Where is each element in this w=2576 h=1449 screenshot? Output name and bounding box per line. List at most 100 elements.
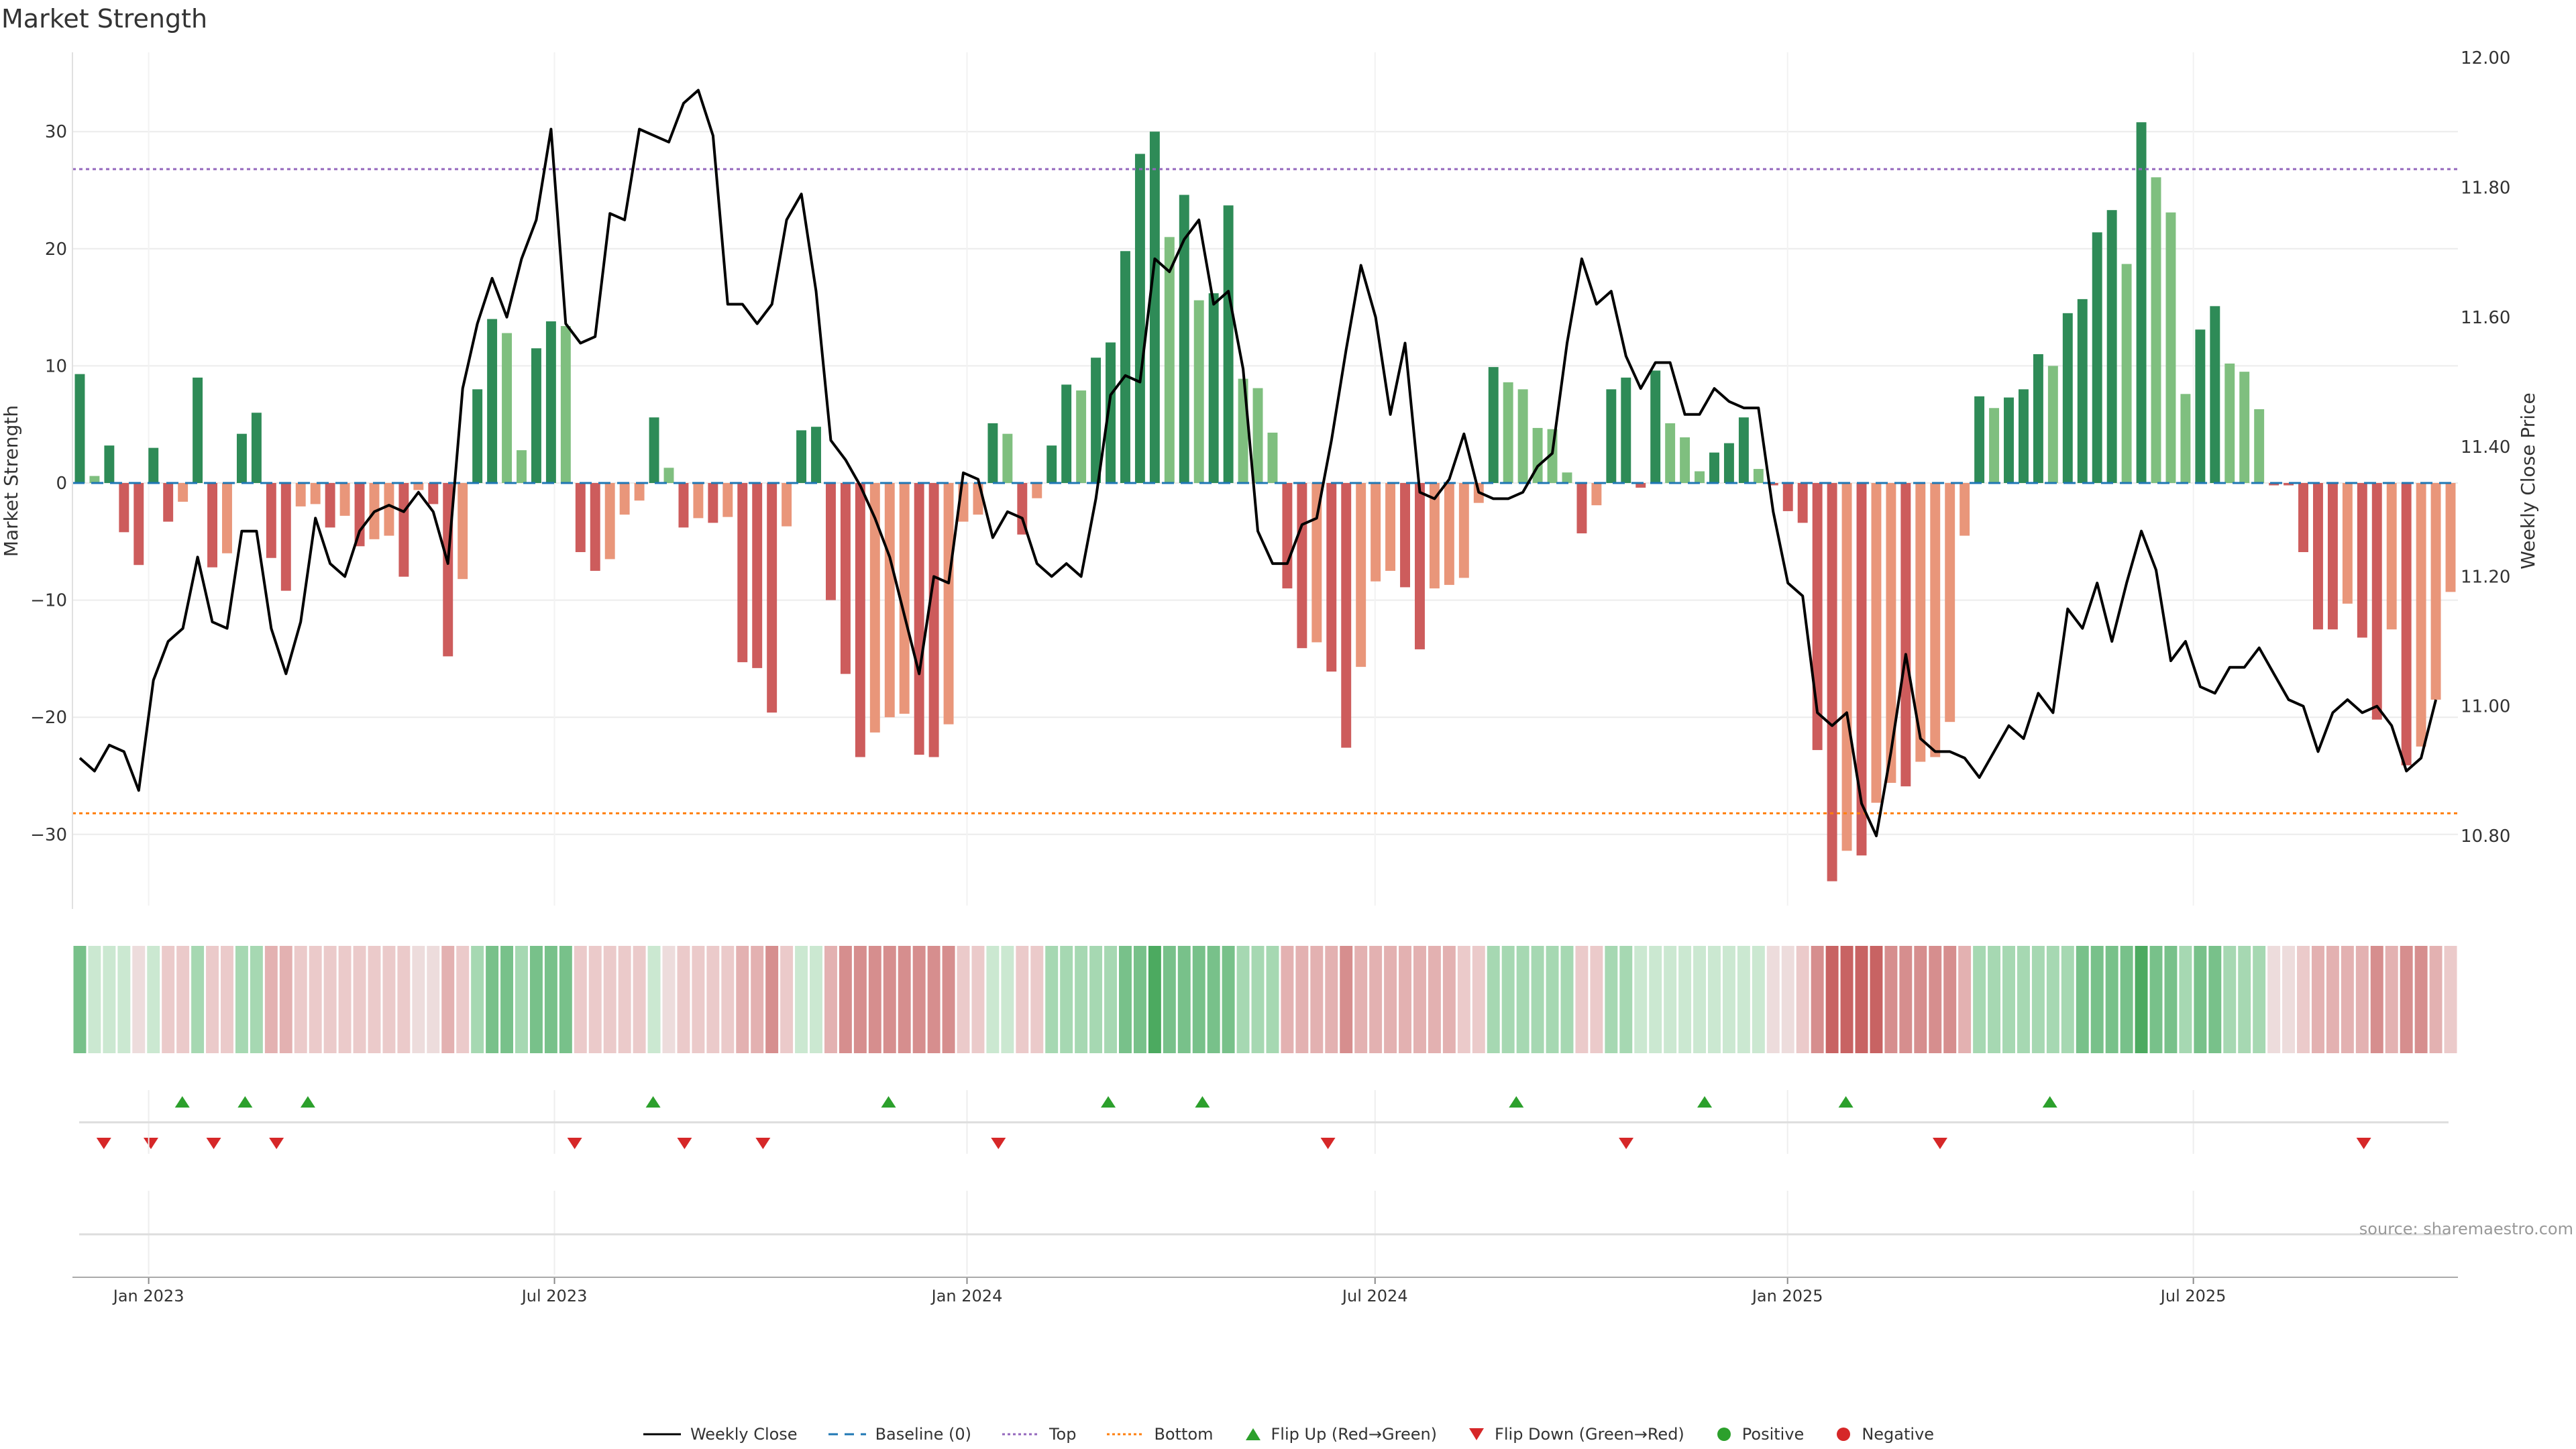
strength-bar bbox=[1002, 433, 1013, 483]
heat-cell bbox=[1001, 946, 1014, 1053]
heat-cell bbox=[1781, 946, 1794, 1053]
legend-line-icon bbox=[643, 1433, 681, 1436]
flip-down-marker bbox=[1320, 1138, 1336, 1149]
strength-bar bbox=[384, 483, 394, 536]
strength-bar bbox=[899, 483, 910, 714]
y-axis-title: Market Strength bbox=[0, 405, 22, 557]
heat-cell bbox=[795, 946, 808, 1053]
heat-cell bbox=[618, 946, 631, 1053]
heat-cell bbox=[221, 946, 233, 1053]
heat-cell bbox=[721, 946, 735, 1053]
flip-down-marker bbox=[2356, 1138, 2371, 1149]
weekly-close-line bbox=[78, 89, 2438, 837]
heat-cell bbox=[368, 946, 381, 1053]
strength-bar bbox=[413, 483, 424, 490]
strength-bar bbox=[207, 483, 217, 568]
strength-bar bbox=[796, 430, 807, 483]
strength-bar bbox=[1046, 445, 1057, 483]
heat-cell bbox=[1340, 946, 1353, 1053]
heat-cell bbox=[1840, 946, 1854, 1053]
heat-cell bbox=[633, 946, 646, 1053]
heat-cell bbox=[1811, 946, 1824, 1053]
flip-down-marker bbox=[269, 1138, 284, 1149]
strength-bar bbox=[148, 447, 159, 483]
strength-bar bbox=[840, 483, 851, 674]
heat-cell bbox=[780, 946, 794, 1053]
heat-cell bbox=[2370, 946, 2383, 1053]
strength-bar bbox=[2430, 483, 2441, 700]
heat-cell bbox=[1325, 946, 1338, 1053]
strength-bar bbox=[104, 445, 115, 483]
heat-cell bbox=[1281, 946, 1294, 1053]
heat-cell bbox=[1089, 946, 1103, 1053]
strength-bar bbox=[119, 483, 129, 533]
heat-cell bbox=[1737, 946, 1750, 1053]
heat-cell bbox=[2355, 946, 2369, 1053]
strength-bar bbox=[604, 483, 615, 559]
heat-cell bbox=[1310, 946, 1324, 1053]
strength-bar bbox=[1562, 472, 1572, 483]
heat-cell bbox=[647, 946, 661, 1053]
flip-down-marker bbox=[677, 1138, 692, 1149]
heat-cell bbox=[2282, 946, 2296, 1053]
heat-cell bbox=[2429, 946, 2443, 1053]
heat-cell bbox=[2017, 946, 2030, 1053]
strength-bar bbox=[1415, 483, 1425, 649]
heat-cell bbox=[382, 946, 396, 1053]
strength-bar bbox=[1106, 342, 1116, 483]
heat-cell bbox=[2120, 946, 2133, 1053]
y2-tick-label: 10.80 bbox=[2461, 826, 2510, 847]
strength-bar bbox=[133, 483, 144, 566]
strength-bar bbox=[1444, 483, 1454, 585]
strength-bar bbox=[1576, 483, 1587, 534]
legend-dotted-icon bbox=[1002, 1433, 1040, 1436]
y-tick-label: −10 bbox=[30, 591, 67, 611]
heat-cell bbox=[1192, 946, 1205, 1053]
strength-bar bbox=[163, 483, 174, 522]
legend-positive: Positive bbox=[1714, 1425, 1804, 1444]
dot-icon bbox=[1717, 1428, 1731, 1441]
heat-cell bbox=[2400, 946, 2413, 1053]
heat-cell bbox=[883, 946, 896, 1053]
heat-cell bbox=[692, 946, 705, 1053]
strength-bar bbox=[1208, 293, 1219, 483]
strength-bar bbox=[2077, 299, 2088, 483]
heat-cell bbox=[1104, 946, 1117, 1053]
heat-cell bbox=[1030, 946, 1044, 1053]
strength-bar bbox=[2445, 483, 2456, 592]
strength-bar bbox=[987, 423, 998, 483]
flip-up-marker bbox=[174, 1096, 190, 1108]
heat-cell bbox=[235, 946, 248, 1053]
strength-bar bbox=[560, 326, 571, 483]
heat-cell bbox=[2311, 946, 2324, 1053]
heat-cell bbox=[2414, 946, 2428, 1053]
strength-bar bbox=[1076, 390, 1087, 483]
legend-dash-icon bbox=[828, 1433, 866, 1436]
heat-cell bbox=[162, 946, 175, 1053]
heat-cell bbox=[1605, 946, 1618, 1053]
heat-cell bbox=[1943, 946, 1957, 1053]
legend-flip-up: Flip Up (Red→Green) bbox=[1243, 1425, 1437, 1444]
flip-up-marker bbox=[237, 1096, 253, 1108]
heat-cell bbox=[2444, 946, 2457, 1053]
strength-bar bbox=[354, 483, 365, 547]
flip-down-marker bbox=[1932, 1138, 1947, 1149]
heat-cell bbox=[1796, 946, 1809, 1053]
strength-bar bbox=[752, 483, 763, 668]
strength-bar bbox=[545, 321, 556, 483]
heat-cell bbox=[1678, 946, 1692, 1053]
heat-cell bbox=[132, 946, 146, 1053]
strength-bar bbox=[2180, 394, 2191, 483]
heat-cell bbox=[397, 946, 411, 1053]
heat-cell bbox=[1870, 946, 1883, 1053]
heat-cell bbox=[1619, 946, 1633, 1053]
y2-tick-label: 12.00 bbox=[2461, 48, 2510, 68]
heat-cell bbox=[706, 946, 720, 1053]
strength-bar bbox=[678, 483, 689, 528]
strength-bar bbox=[1032, 483, 1042, 498]
heat-cell bbox=[2179, 946, 2192, 1053]
strength-bar bbox=[2416, 483, 2426, 747]
heat-cell bbox=[1693, 946, 1707, 1053]
heat-cell bbox=[250, 946, 263, 1053]
